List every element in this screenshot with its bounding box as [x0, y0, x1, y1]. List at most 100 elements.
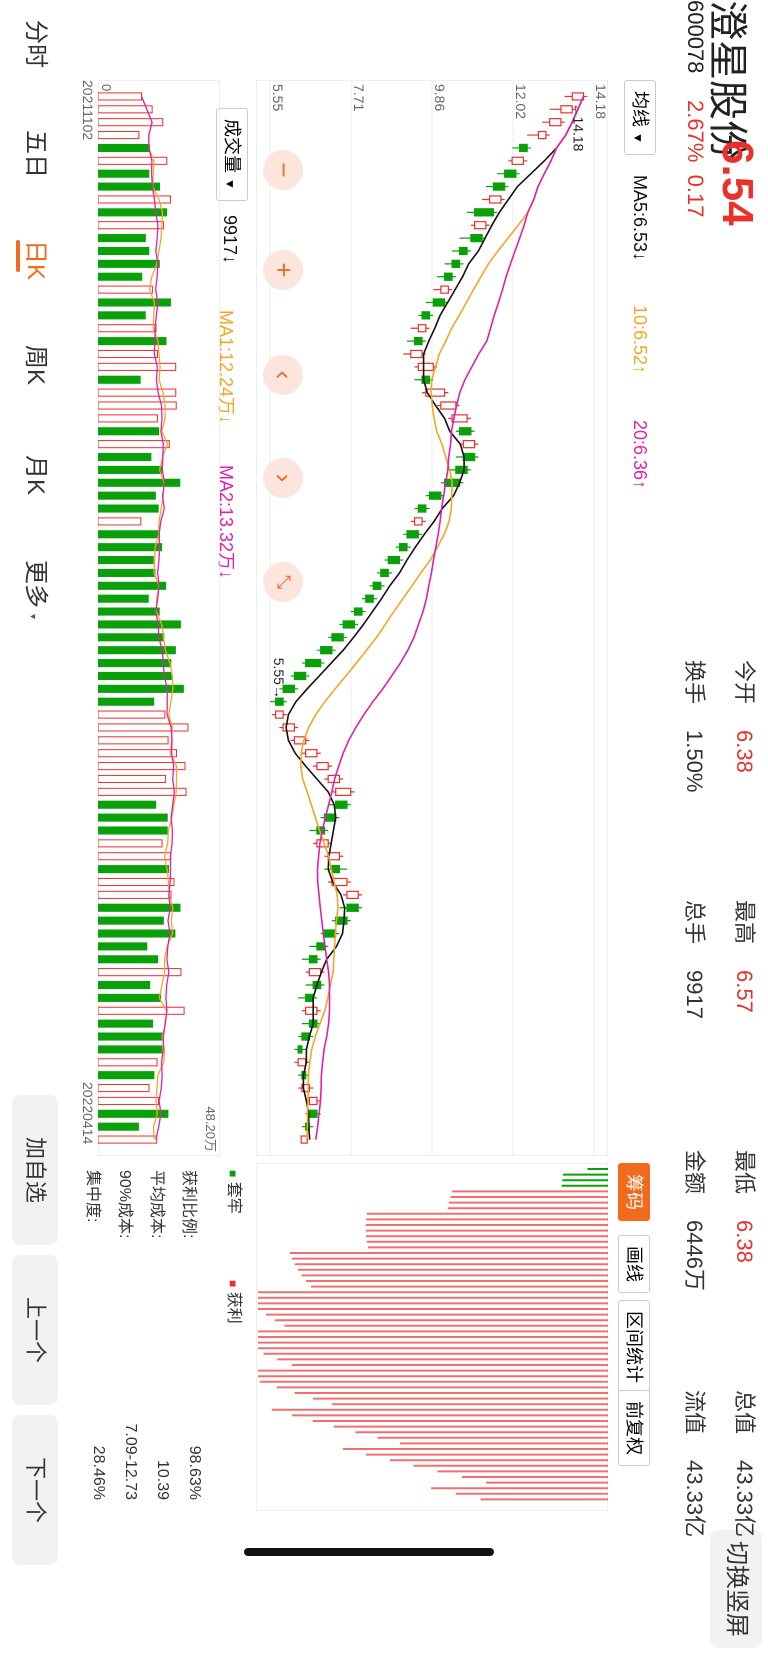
ma5-line [285, 96, 585, 1140]
candle-body [323, 929, 337, 938]
volume-bar [98, 324, 157, 333]
volume-bar [98, 993, 162, 1002]
chip-tab-1[interactable]: 画线 [618, 1235, 650, 1293]
switch-portrait-button[interactable]: 切换竖屏 [710, 1530, 762, 1648]
tab-0[interactable]: 分时 [22, 20, 49, 68]
volume-bar [98, 504, 159, 513]
candle-body [275, 697, 284, 706]
volume-bar [98, 826, 168, 835]
volume-bar [98, 362, 177, 371]
zoom-in-button[interactable]: + [263, 250, 303, 290]
side-button-0[interactable]: 加自选 [12, 1095, 58, 1245]
candle-body [462, 452, 476, 462]
chip-distribution-chart [256, 1163, 608, 1511]
volume-bar [98, 762, 186, 771]
volume-bar [98, 156, 168, 165]
volume-bar [98, 980, 151, 990]
zoom-out-button[interactable]: − [263, 150, 303, 190]
candle-body [455, 465, 468, 475]
volume-selector[interactable]: 成交量 ▼ [216, 108, 248, 201]
chip-stat-value: 10.39 [154, 1459, 171, 1500]
volume-bar [98, 955, 159, 964]
chip-stat-value: 28.46% [90, 1445, 107, 1500]
volume-bar [98, 131, 140, 140]
candle-body [372, 581, 382, 590]
candle-body [346, 890, 359, 900]
volume-bar [98, 118, 164, 127]
stat-value: 43.33亿 [732, 1460, 757, 1538]
candle-body [451, 414, 468, 423]
stat-4: 换手 1.50% [680, 660, 712, 792]
volume-bar [98, 839, 163, 848]
side-button-2[interactable]: 下一个 [12, 1415, 58, 1565]
collapse-button[interactable]: ⤡ [263, 562, 303, 602]
volume-bar [98, 1122, 139, 1131]
volume-bar [98, 427, 160, 436]
tab-3[interactable]: 周K [22, 345, 49, 386]
chip-legend-profit: ■ 获利 [225, 1280, 242, 1324]
candle-body [331, 633, 344, 642]
chip-tab-0[interactable]: 筹码 [618, 1163, 650, 1221]
chip-tab-2[interactable]: 区间统计 [618, 1300, 650, 1394]
volume-bar [98, 388, 177, 397]
candle-body [308, 1109, 318, 1118]
candle-body [413, 517, 423, 526]
end-date: 20220414 [80, 1082, 96, 1145]
side-button-1[interactable]: 上一个 [12, 1255, 58, 1405]
profit-square-icon: ■ [226, 1280, 240, 1288]
volume-chart[interactable]: 48.20万 0 [98, 80, 220, 1156]
stat-label: 总值 [732, 1390, 757, 1435]
volume-bar [98, 581, 167, 590]
volume-bar [98, 568, 156, 577]
vol-ma2-line [140, 96, 175, 1140]
candle-body [432, 298, 446, 307]
candle-body [474, 221, 487, 230]
tab-4[interactable]: 月K [22, 455, 49, 496]
candle-body [451, 259, 461, 268]
stat-value: 6.38 [732, 1220, 757, 1263]
stock-price: 6.54 [713, 140, 762, 226]
candle-body [342, 620, 356, 629]
candle-body [421, 311, 431, 320]
volume-bar [98, 594, 149, 603]
tab-5[interactable]: 更多 [22, 560, 49, 608]
volume-bar [98, 903, 181, 912]
candle-body [413, 336, 423, 346]
chip-stat-value: 7.09-12.73 [122, 1423, 139, 1500]
stat-value: 9917 [682, 970, 707, 1019]
volume-bar [98, 787, 187, 796]
candle-body [519, 143, 528, 153]
volume-bar [98, 311, 146, 320]
candle-body [398, 543, 408, 552]
ma10-line [299, 96, 585, 1140]
candle-body [297, 1058, 307, 1067]
volume-bar [98, 774, 167, 784]
volume-bar [98, 298, 171, 307]
candle-body [320, 646, 333, 655]
tab-2[interactable]: 日K [22, 240, 49, 281]
volume-bar [98, 736, 169, 745]
candle-body [406, 530, 419, 539]
price-tick: 14.18 [593, 84, 608, 119]
volume-max-label: 48.20万 [203, 1106, 218, 1152]
candle-body [335, 787, 352, 796]
pan-left-button[interactable]: ‹ [263, 355, 303, 395]
candle-body [305, 749, 318, 758]
tab-1[interactable]: 五日 [22, 130, 49, 178]
candle-body [440, 401, 457, 410]
start-date: 20211102 [80, 80, 96, 141]
candle-body [308, 1096, 318, 1106]
collapse-icon: ⤡ [274, 574, 294, 590]
ma-selector[interactable]: 均线 ▼ [624, 80, 656, 155]
volume-bar [98, 1135, 158, 1144]
candlestick-chart[interactable]: 14.18 12.02 9.86 7.71 5.55 ←14.18 5.55→ [256, 80, 608, 1156]
pan-right-button[interactable]: › [263, 458, 303, 498]
volume-selector-label: 成交量 [222, 119, 242, 173]
chip-tab-3[interactable]: 前复权 [618, 1390, 650, 1466]
candle-body [316, 761, 329, 771]
volume-bar [98, 671, 172, 680]
ma10-legend: 10:6.52↑ [630, 305, 650, 375]
stat-0: 今开 6.38 [730, 660, 762, 773]
price-tick: 9.86 [432, 84, 448, 111]
candle-body [335, 800, 348, 809]
